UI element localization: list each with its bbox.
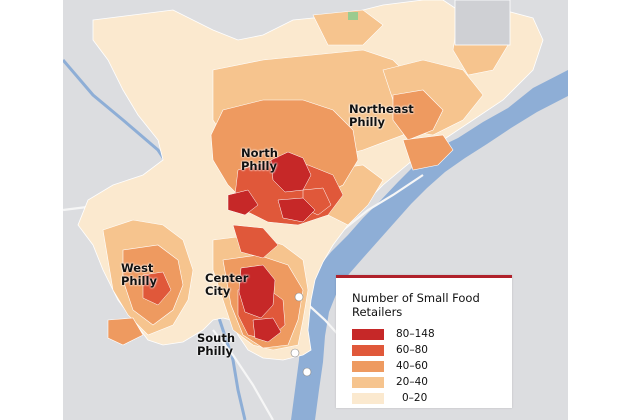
label-center-city: Center City: [205, 271, 249, 298]
legend: Number of Small Food Retailers 80–148 60…: [336, 275, 512, 408]
legend-swatch: [352, 377, 384, 388]
delaware-river: [291, 70, 568, 420]
legend-swatch: [352, 345, 384, 356]
legend-label: 80–148: [396, 328, 435, 340]
park-area: [454, 0, 511, 46]
choropleth-map: [63, 0, 568, 420]
legend-label: 40–60: [396, 360, 428, 372]
tracts-80-148: [227, 151, 316, 343]
legend-swatch: [352, 329, 384, 340]
legend-label: 20–40: [396, 376, 428, 388]
legend-swatch: [352, 361, 384, 372]
legend-swatch: [352, 393, 384, 404]
label-northeast-philly: Northeast Philly: [349, 102, 414, 129]
legend-label: 60–80: [396, 344, 428, 356]
map-frame: North Philly Northeast Philly West Phill…: [63, 0, 568, 420]
label-south-philly: South Philly: [197, 331, 236, 358]
highway-shields: [290, 292, 312, 377]
label-north-philly: North Philly: [241, 146, 278, 173]
green-patch: [348, 12, 358, 20]
legend-title: Number of Small Food Retailers: [352, 291, 480, 319]
label-west-philly: West Philly: [121, 261, 157, 288]
legend-label: 0–20: [402, 392, 428, 404]
